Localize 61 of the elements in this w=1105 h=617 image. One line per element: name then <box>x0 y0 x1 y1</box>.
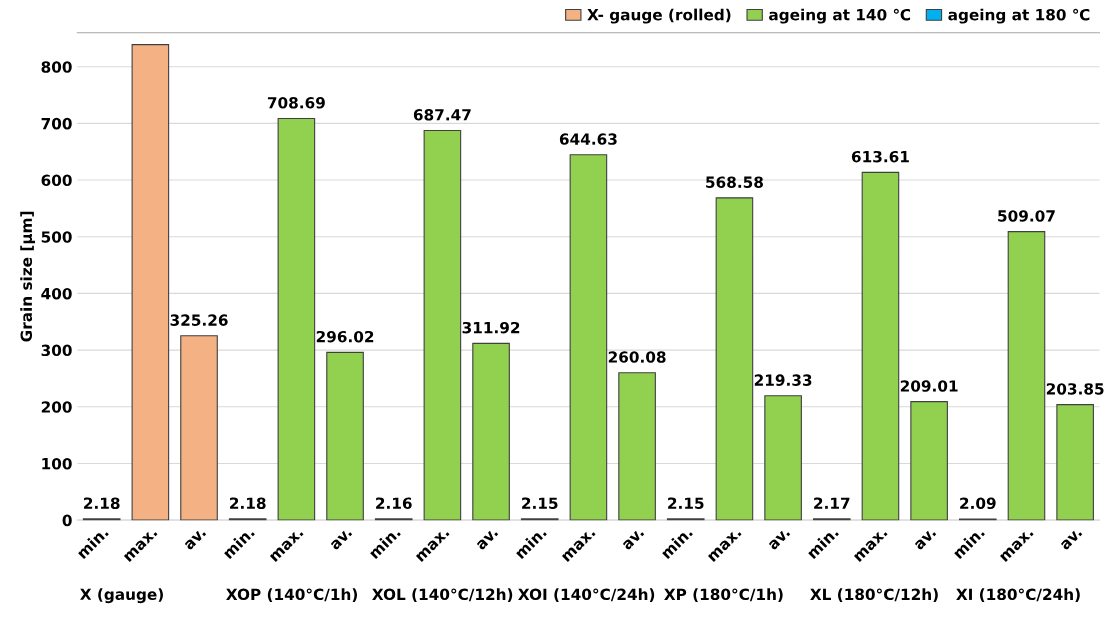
bar <box>326 351 364 521</box>
data-label: 613.61 <box>851 150 909 163</box>
bar <box>764 395 802 521</box>
bar <box>861 171 900 521</box>
bar <box>1007 231 1046 521</box>
text: XI (180°C/24h) <box>956 588 1080 602</box>
x-tick-label: av. <box>622 528 645 551</box>
x-tick-label: av. <box>476 528 499 551</box>
data-label: 2.09 <box>960 497 996 510</box>
data-label: 509.07 <box>998 210 1055 222</box>
bar <box>569 154 608 521</box>
bar <box>715 197 754 521</box>
y-tick-label: 400 <box>41 287 72 300</box>
bar <box>131 44 170 521</box>
data-label: 708.69 <box>267 97 325 109</box>
bar <box>618 372 656 521</box>
legend-label: ageing at 140 ℃ <box>769 8 911 24</box>
data-label: 311.92 <box>462 321 520 334</box>
bar <box>472 342 510 521</box>
y-tick-label: 0 <box>62 514 72 527</box>
x-tick-label: av. <box>768 528 791 551</box>
bar <box>277 117 316 521</box>
data-label: 209.01 <box>900 380 958 392</box>
y-tick-label: 500 <box>41 231 72 243</box>
x-tick-label: av. <box>330 528 353 551</box>
bar <box>423 129 462 521</box>
bar <box>910 401 948 521</box>
data-label: 325.26 <box>170 314 228 326</box>
bar <box>180 335 218 521</box>
text: X (gauge) <box>80 588 163 604</box>
y-tick-label: 200 <box>41 401 72 413</box>
data-label: 260.08 <box>608 351 666 363</box>
x-tick-label: av. <box>914 528 937 551</box>
data-label: 2.16 <box>376 497 412 509</box>
y-axis-title: Grain size [µm] <box>20 211 36 342</box>
y-tick-label: 100 <box>42 457 72 470</box>
bar <box>1056 404 1094 521</box>
data-label: 2.17 <box>814 497 850 509</box>
text: XOI (140°C/24h) <box>518 588 655 602</box>
y-tick-label: 300 <box>41 344 72 357</box>
data-label: 2.18 <box>230 497 266 509</box>
legend-label: X- gauge (rolled) <box>587 8 731 24</box>
legend-label: ageing at 180 ℃ <box>948 8 1090 24</box>
data-label: 2.15 <box>668 497 704 510</box>
data-label: 2.15 <box>522 497 558 510</box>
data-label: 203.85 <box>1046 383 1104 395</box>
data-label: 2.18 <box>84 497 120 509</box>
data-label: 644.63 <box>559 133 617 145</box>
y-tick-label: 700 <box>41 117 72 130</box>
text: XOP (140°C/1h) <box>226 588 358 602</box>
y-tick-label: 600 <box>41 174 72 187</box>
data-label: 687.47 <box>413 109 471 121</box>
text: XL (180°C/12h) <box>810 588 938 602</box>
text: XP (180°C/1h) <box>664 588 783 602</box>
data-label: 568.58 <box>706 176 763 188</box>
text: XOL (140°C/12h) <box>372 588 513 602</box>
data-label: 219.33 <box>754 374 812 386</box>
data-label: 296.02 <box>316 330 374 343</box>
y-tick-label: 800 <box>41 61 72 73</box>
x-tick-label: av. <box>1060 528 1083 551</box>
x-tick-label: av. <box>184 528 207 551</box>
